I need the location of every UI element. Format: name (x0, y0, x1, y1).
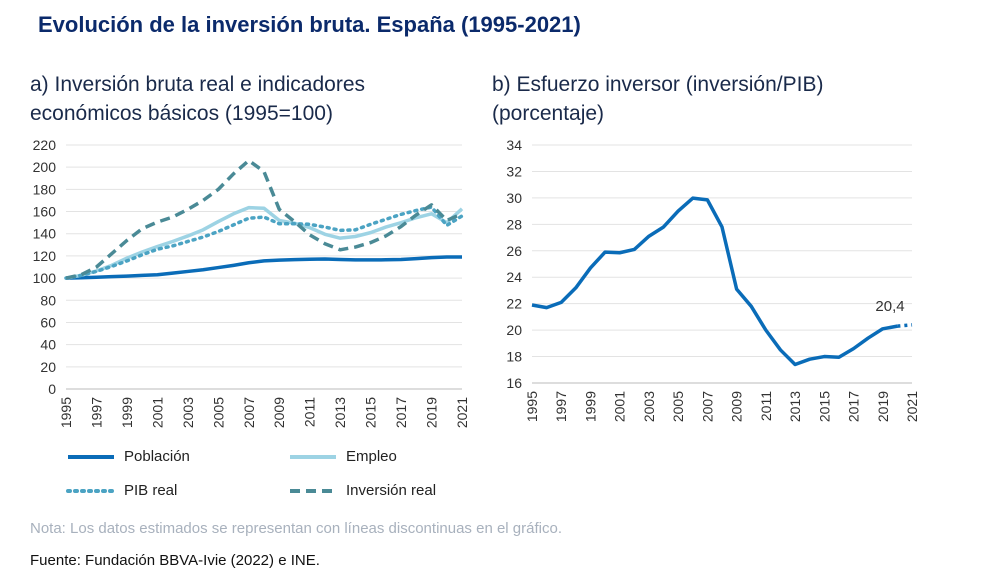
x-tick-label: 2021 (454, 397, 470, 428)
y-tick-label: 0 (48, 381, 56, 397)
legend-item-poblacion: Población (68, 448, 190, 465)
x-tick-label: 1997 (88, 397, 104, 428)
y-tick-label: 60 (40, 314, 56, 330)
x-tick-label: 2019 (875, 391, 891, 422)
source: Fuente: Fundación BBVA-Ivie (2022) e INE… (30, 552, 320, 569)
x-tick-label: 2017 (846, 391, 862, 422)
legend-item-inversion: Inversión real (290, 482, 436, 499)
y-tick-label: 40 (40, 337, 56, 353)
y-tick-label: 20 (506, 322, 522, 338)
x-tick-label: 2009 (271, 397, 287, 428)
series-line-esfuerzo (531, 196, 898, 367)
legend-swatch-pib (66, 488, 116, 493)
y-tick-label: 100 (33, 270, 57, 286)
y-tick-label: 22 (506, 296, 522, 312)
legend-label-pib: PIB real (124, 482, 178, 499)
series-line-poblacion (65, 255, 462, 280)
chart-a-legend: Población Empleo PIB real Inversión real (66, 448, 488, 508)
y-tick-label: 140 (33, 226, 57, 242)
x-tick-label: 1997 (553, 391, 569, 422)
x-tick-label: 2003 (180, 397, 196, 428)
y-tick-label: 32 (506, 163, 522, 179)
y-tick-label: 24 (506, 269, 522, 285)
y-tick-label: 26 (506, 243, 522, 259)
x-tick-label: 2019 (424, 397, 440, 428)
legend-item-pib: PIB real (66, 482, 178, 499)
chart-a-title: a) Inversión bruta real e indicadores ec… (30, 73, 366, 125)
y-tick-label: 18 (506, 349, 522, 365)
x-tick-label: 2005 (210, 397, 226, 428)
x-tick-label: 2013 (787, 391, 803, 422)
x-tick-label: 2009 (729, 391, 745, 422)
legend-label-poblacion: Población (124, 448, 190, 465)
legend-item-empleo: Empleo (290, 448, 397, 465)
y-tick-label: 120 (33, 248, 57, 264)
y-tick-label: 160 (33, 204, 57, 220)
y-tick-label: 16 (506, 375, 522, 391)
x-tick-label: 2013 (332, 397, 348, 428)
y-tick-label: 180 (33, 181, 57, 197)
legend-swatch-empleo (290, 454, 336, 459)
x-tick-label: 1999 (119, 397, 135, 428)
series-line-empleo (65, 205, 464, 280)
x-tick-label: 1999 (582, 391, 598, 422)
page-title: Evolución de la inversión bruta. España … (38, 12, 581, 37)
x-tick-label: 2005 (670, 391, 686, 422)
y-tick-label: 200 (33, 159, 57, 175)
x-tick-label: 2007 (241, 397, 257, 428)
series-line-pib (64, 205, 464, 280)
y-tick-label: 30 (506, 190, 522, 206)
legend-label-empleo: Empleo (346, 448, 397, 465)
x-tick-label: 2021 (904, 391, 920, 422)
x-tick-label: 2017 (393, 397, 409, 428)
y-tick-label: 28 (506, 216, 522, 232)
x-tick-label: 2011 (302, 397, 318, 427)
y-tick-label: 20 (40, 359, 56, 375)
x-tick-label: 2007 (699, 391, 715, 422)
chart-b: 16 18 20 22 24 26 28 30 32 34 1995 1997 1999 2001 2003… (506, 137, 920, 422)
legend-swatch-poblacion (68, 454, 114, 459)
x-tick-label: 2011 (758, 391, 774, 421)
footnote: Nota: Los datos estimados se representan… (30, 520, 562, 537)
x-tick-label: 1995 (58, 397, 74, 428)
x-tick-label: 2015 (363, 397, 379, 428)
x-tick-label: 2001 (612, 391, 628, 422)
chart-b-title: b) Esfuerzo inversor (inversión/PIB) (po… (492, 73, 824, 125)
x-tick-label: 2015 (816, 391, 832, 422)
y-tick-label: 34 (506, 137, 522, 153)
x-tick-label: 1995 (524, 391, 540, 422)
y-tick-label: 220 (33, 137, 57, 153)
chart-a: 0 20 40 60 80 100 120 140 160 180 200 220 1995 1997 19… (33, 137, 470, 428)
value-annotation: 20,4 (875, 298, 904, 315)
x-tick-label: 2001 (149, 397, 165, 428)
y-tick-label: 80 (40, 292, 56, 308)
legend-label-inversion: Inversión real (346, 482, 437, 499)
x-tick-label: 2003 (641, 391, 657, 422)
series-line-estimated (897, 323, 913, 328)
legend-swatch-inversion (290, 488, 336, 493)
